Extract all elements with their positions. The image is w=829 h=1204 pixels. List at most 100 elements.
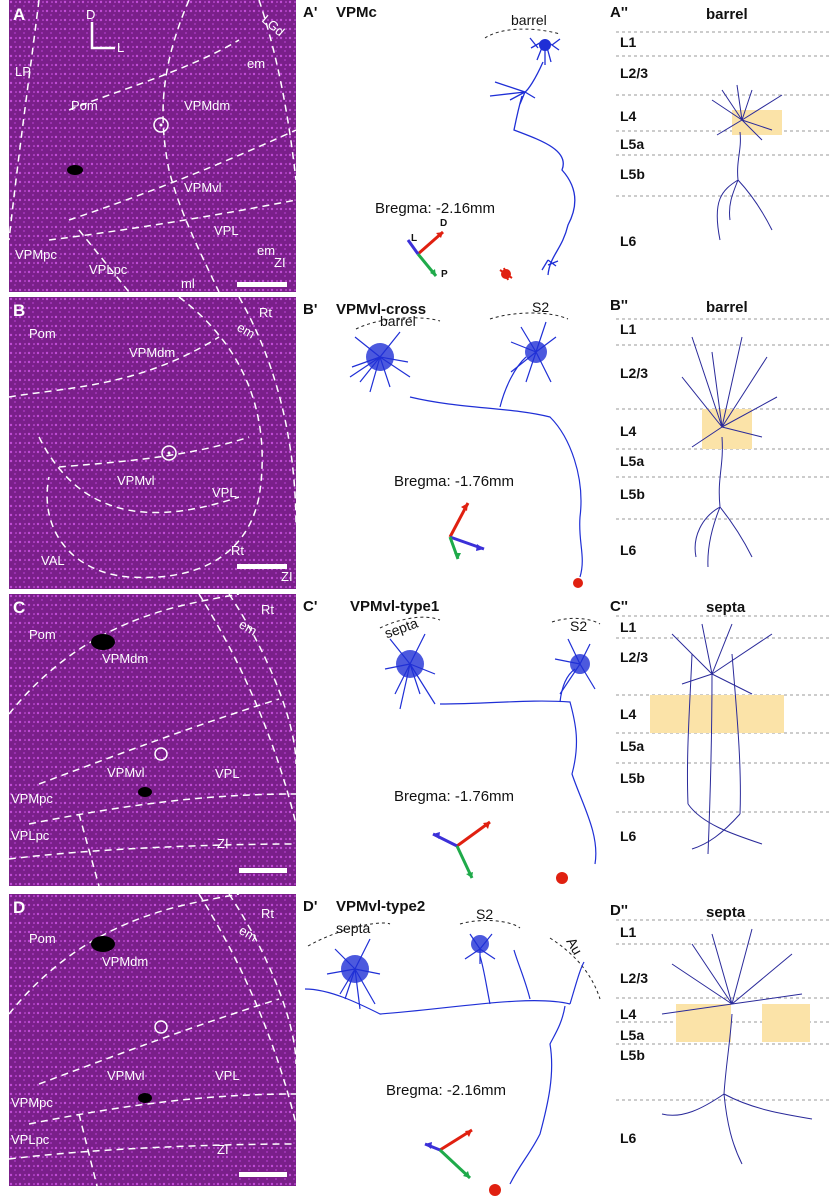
layer-drawing-a — [616, 31, 829, 241]
tissue-image-a — [9, 0, 296, 292]
layer-label: L5a — [620, 1027, 645, 1043]
region-label: Pom — [29, 931, 56, 946]
layer-label: L5b — [620, 1047, 645, 1063]
region-label: VPL — [214, 223, 239, 238]
scale-bar — [237, 282, 287, 287]
trace-title: VPMvl-type2 — [336, 898, 426, 915]
axon-trace-b — [349, 312, 583, 588]
bregma-label: Bregma: -1.76mm — [394, 473, 515, 490]
region-label: ZI — [217, 1142, 229, 1157]
region-label: ml — [181, 276, 195, 291]
layer-drawing-b — [616, 318, 829, 568]
layer-panel-title: septa — [706, 904, 746, 921]
region-label: VPMdm — [102, 954, 149, 969]
region-label: em — [247, 56, 266, 71]
layer-label: L4 — [620, 706, 637, 722]
region-label: Rt — [261, 906, 274, 921]
axis-label: D — [440, 218, 448, 229]
layer-panel-b: B'' barrel L1 L2/3 L4 L5a L5b L6 — [610, 297, 829, 589]
region-label: S2 — [532, 299, 550, 315]
bregma-label: Bregma: -2.16mm — [386, 1082, 507, 1099]
scale-bar — [239, 868, 287, 873]
layer-drawing-c — [616, 615, 829, 855]
region-label: VPLpc — [11, 828, 50, 843]
layer-panel-a: A'' barrel L1 L2/3 L4 L5a L5b L6 — [610, 0, 829, 292]
region-label: Rt — [231, 543, 244, 558]
trace-panel-a: A' VPMc barrel Bregma: -2.16mm L D P — [300, 0, 605, 292]
region-label: Rt — [261, 602, 274, 617]
layer-label: L2/3 — [620, 649, 649, 665]
panel-letter-d-double-prime: D'' — [610, 902, 628, 919]
layer-panel-d: D'' septa L1 L2/3 L4 L5a L5b L6 — [610, 894, 829, 1186]
axis-label-d: D — [86, 7, 96, 22]
region-label: VPMvl — [107, 1068, 145, 1083]
region-label: VAL — [41, 553, 65, 568]
trace-title: VPMvl-type1 — [350, 598, 440, 615]
panel-letter-d-prime: D' — [303, 898, 318, 915]
axon-trace-c — [379, 616, 601, 884]
layer-label: L1 — [620, 321, 637, 337]
scale-bar — [237, 564, 287, 569]
region-label: VPLpc — [89, 262, 128, 277]
tissue-image-d — [9, 894, 296, 1186]
bregma-label: Bregma: -1.76mm — [394, 788, 515, 805]
layer-label: L6 — [620, 828, 637, 844]
trace-title: VPMvl-cross — [336, 301, 427, 318]
region-label: VPMdm — [184, 98, 231, 113]
region-label: VPMdm — [102, 651, 149, 666]
layer-label: L4 — [620, 1006, 637, 1022]
layer-label: L5b — [620, 486, 645, 502]
layer-panel-c: C'' septa L1 L2/3 L4 L5a L5b L6 — [610, 594, 829, 886]
layer-label: L2/3 — [620, 365, 649, 381]
panel-letter-c-double-prime: C'' — [610, 598, 628, 615]
layer-drawing-d — [616, 919, 829, 1165]
region-label: VPMdm — [129, 345, 176, 360]
trace-panel-d: D' VPMvl-type2 septa S2 Au Bregma: -2.16… — [300, 894, 605, 1196]
region-label: Pom — [29, 627, 56, 642]
region-label: S2 — [570, 618, 588, 634]
panel-letter-a: A — [13, 5, 26, 24]
bregma-label: Bregma: -2.16mm — [375, 200, 496, 217]
panel-letter-d: D — [13, 898, 26, 917]
region-label: ZI — [274, 255, 286, 270]
panel-letter-b-prime: B' — [303, 301, 318, 318]
layer-label: L5a — [620, 738, 645, 754]
region-label: LP — [15, 64, 31, 79]
layer-label: L6 — [620, 233, 637, 249]
layer-panel-title: barrel — [706, 299, 748, 316]
layer-label: L4 — [620, 423, 637, 439]
axon-trace-d — [304, 920, 601, 1196]
region-label: VPMpc — [11, 791, 53, 806]
trace-title: VPMc — [336, 4, 377, 21]
panel-letter-c-prime: C' — [303, 598, 318, 615]
tissue-image-b — [9, 297, 296, 589]
panel-letter-a-prime: A' — [303, 4, 318, 21]
trace-panel-b: B' VPMvl-cross barrel S2 Bregma: -1.76mm — [300, 297, 605, 589]
region-label: ZI — [281, 569, 293, 584]
region-label: VPLpc — [11, 1132, 50, 1147]
layer-panel-title: septa — [706, 599, 746, 616]
layer-label: L5a — [620, 136, 645, 152]
layer-panel-title: barrel — [706, 6, 748, 23]
layer-label: L4 — [620, 108, 637, 124]
layer-label: L1 — [620, 34, 637, 50]
region-label: VPMvl — [117, 473, 155, 488]
region-label: em — [257, 243, 276, 258]
micro-panel-b: B Pom VPMdm VPMvl VPL VAL Rt Rt em ZI — [9, 297, 296, 589]
axon-trace-a — [406, 28, 576, 281]
layer-label: L2/3 — [620, 970, 649, 986]
region-label: Rt — [259, 305, 272, 320]
layer-label: L6 — [620, 542, 637, 558]
layer-label: L2/3 — [620, 65, 649, 81]
region-label: VPMvl — [107, 765, 145, 780]
region-label: VPMpc — [11, 1095, 53, 1110]
micro-panel-c: C Pom VPMdm VPMvl VPL VPMpc VPLpc ZI Rt … — [9, 594, 296, 886]
region-label: VPL — [215, 766, 240, 781]
region-label: barrel — [380, 313, 416, 329]
layer-label: L1 — [620, 619, 637, 635]
layer-label: L5b — [620, 770, 645, 786]
axis-label-l: L — [117, 40, 125, 55]
tissue-image-c — [9, 594, 296, 886]
layer-label: L6 — [620, 1130, 637, 1146]
panel-letter-b: B — [13, 301, 26, 320]
